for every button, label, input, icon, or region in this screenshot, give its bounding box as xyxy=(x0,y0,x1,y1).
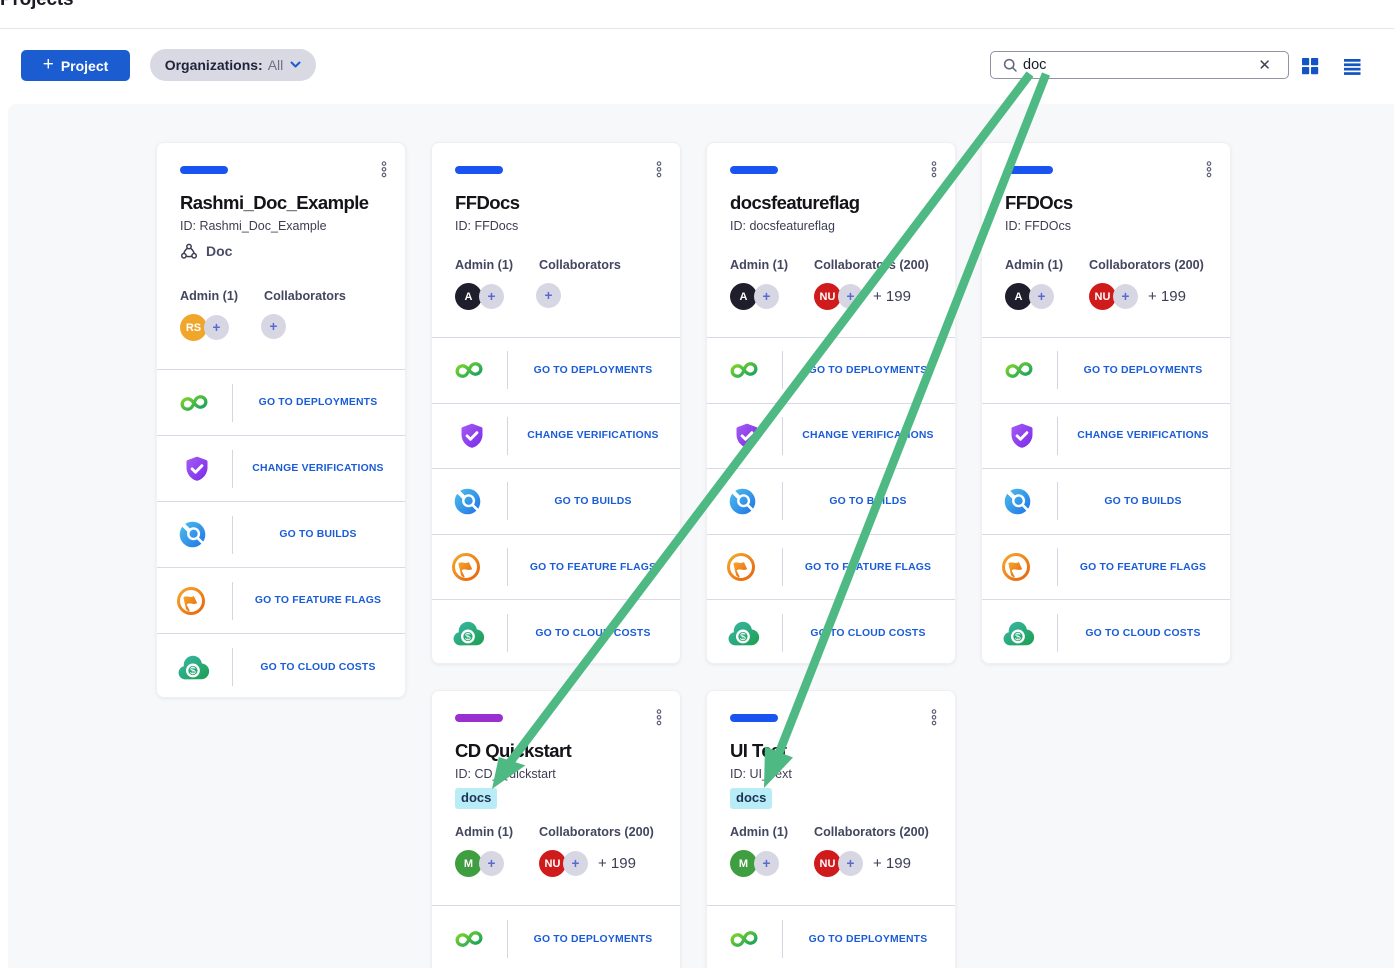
svg-text:$: $ xyxy=(465,632,471,643)
svg-text:$: $ xyxy=(1015,632,1021,643)
svg-text:$: $ xyxy=(740,632,746,643)
svg-text:$: $ xyxy=(190,666,196,677)
